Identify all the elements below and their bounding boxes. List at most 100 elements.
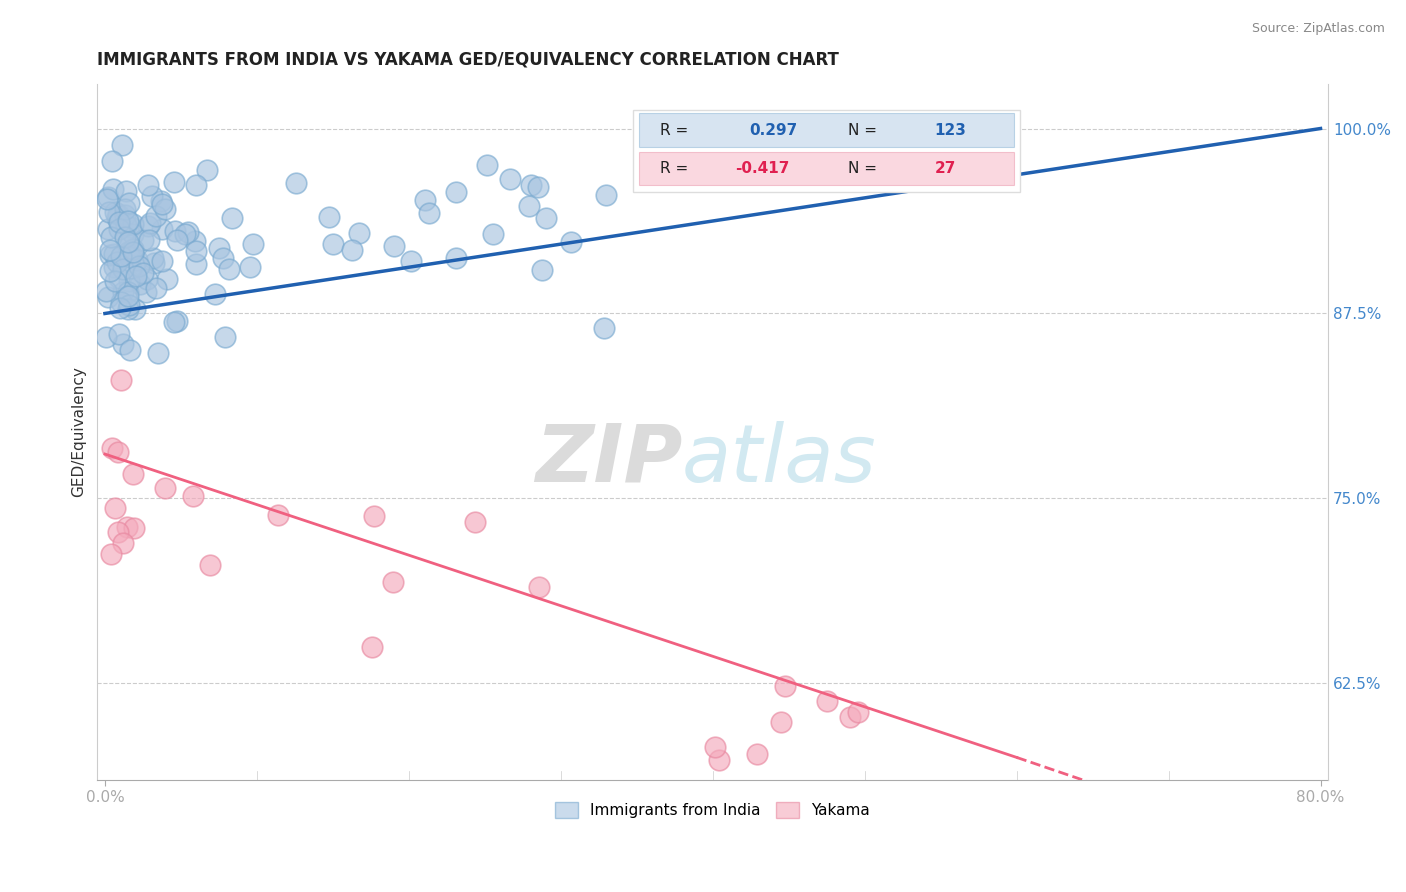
Point: [704, 740, 727, 755]
Point: [111, 535, 134, 549]
Point: [97, 222, 120, 236]
Point: [96, 189, 118, 203]
Point: [595, 187, 617, 202]
Point: [96, 192, 118, 206]
Point: [381, 574, 404, 589]
Point: [117, 245, 139, 260]
Point: [527, 580, 550, 594]
Text: ZIP: ZIP: [534, 421, 682, 499]
Point: [184, 178, 207, 192]
Point: [117, 213, 139, 227]
Point: [114, 184, 136, 198]
Point: [114, 208, 136, 222]
Point: [101, 441, 124, 455]
Point: [120, 248, 142, 262]
Point: [444, 251, 467, 265]
Point: [155, 202, 177, 216]
Point: [517, 199, 540, 213]
Point: [186, 257, 208, 271]
Point: [242, 237, 264, 252]
Point: [125, 268, 148, 283]
Point: [122, 245, 145, 260]
Point: [141, 189, 163, 203]
Point: [208, 241, 231, 255]
Point: [363, 509, 385, 524]
Point: [145, 281, 167, 295]
Point: [107, 207, 129, 221]
Point: [184, 234, 207, 248]
Point: [150, 197, 173, 211]
Point: [526, 180, 548, 194]
Point: [520, 178, 543, 192]
Point: [117, 196, 139, 211]
Point: [267, 508, 290, 522]
Point: [163, 315, 186, 329]
FancyBboxPatch shape: [633, 110, 1021, 192]
Point: [108, 221, 131, 235]
Point: [347, 226, 370, 240]
Point: [105, 211, 128, 226]
Point: [122, 217, 145, 231]
Point: [204, 287, 226, 301]
Point: [98, 264, 121, 278]
Point: [560, 235, 582, 249]
Point: [124, 258, 146, 272]
Point: [163, 175, 186, 189]
Point: [117, 285, 139, 300]
Y-axis label: GED/Equivalency: GED/Equivalency: [72, 367, 86, 498]
Point: [769, 714, 792, 729]
Point: [118, 297, 141, 311]
Point: [173, 227, 195, 241]
Point: [150, 253, 173, 268]
Point: [97, 204, 120, 219]
Text: R =: R =: [659, 161, 688, 176]
Point: [127, 252, 149, 267]
Text: atlas: atlas: [682, 421, 877, 499]
Point: [111, 262, 134, 277]
Point: [166, 314, 188, 328]
Point: [120, 260, 142, 275]
Point: [146, 346, 169, 360]
Point: [111, 138, 134, 153]
Point: [198, 558, 221, 573]
Point: [530, 263, 553, 277]
Point: [124, 301, 146, 316]
Point: [382, 239, 405, 253]
Text: Source: ZipAtlas.com: Source: ZipAtlas.com: [1251, 22, 1385, 36]
Point: [107, 445, 129, 459]
Point: [413, 193, 436, 207]
Point: [136, 219, 159, 234]
Point: [444, 185, 467, 199]
Point: [186, 244, 208, 258]
Point: [108, 326, 131, 341]
Point: [149, 194, 172, 209]
Point: [177, 225, 200, 239]
Text: N =: N =: [848, 122, 877, 137]
Point: [111, 285, 134, 300]
Point: [122, 521, 145, 535]
Point: [775, 679, 797, 693]
Point: [152, 222, 174, 236]
Text: N =: N =: [848, 161, 877, 176]
Point: [101, 153, 124, 168]
Point: [104, 500, 127, 515]
Text: IMMIGRANTS FROM INDIA VS YAKAMA GED/EQUIVALENCY CORRELATION CHART: IMMIGRANTS FROM INDIA VS YAKAMA GED/EQUI…: [97, 51, 839, 69]
Point: [132, 233, 155, 247]
Point: [214, 329, 236, 343]
Text: 27: 27: [934, 161, 956, 176]
Point: [104, 274, 127, 288]
Point: [110, 249, 132, 263]
Point: [101, 182, 124, 196]
Point: [401, 253, 423, 268]
Point: [218, 262, 240, 277]
Point: [145, 209, 167, 223]
Point: [135, 285, 157, 300]
Point: [142, 256, 165, 270]
Point: [153, 481, 176, 495]
Point: [108, 301, 131, 315]
Point: [181, 489, 204, 503]
Point: [103, 246, 125, 260]
Point: [132, 266, 155, 280]
Point: [212, 251, 235, 265]
Point: [118, 274, 141, 288]
